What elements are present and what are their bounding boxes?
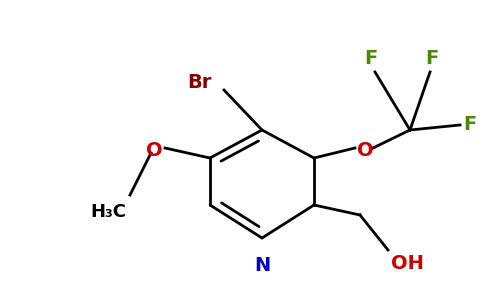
Text: H₃C: H₃C [90,203,126,221]
Text: O: O [357,140,374,160]
Text: O: O [146,140,163,160]
Text: Br: Br [188,73,212,92]
Text: F: F [463,116,476,134]
Text: N: N [254,256,270,275]
Text: OH: OH [391,254,424,273]
Text: F: F [364,49,378,68]
Text: F: F [425,49,439,68]
